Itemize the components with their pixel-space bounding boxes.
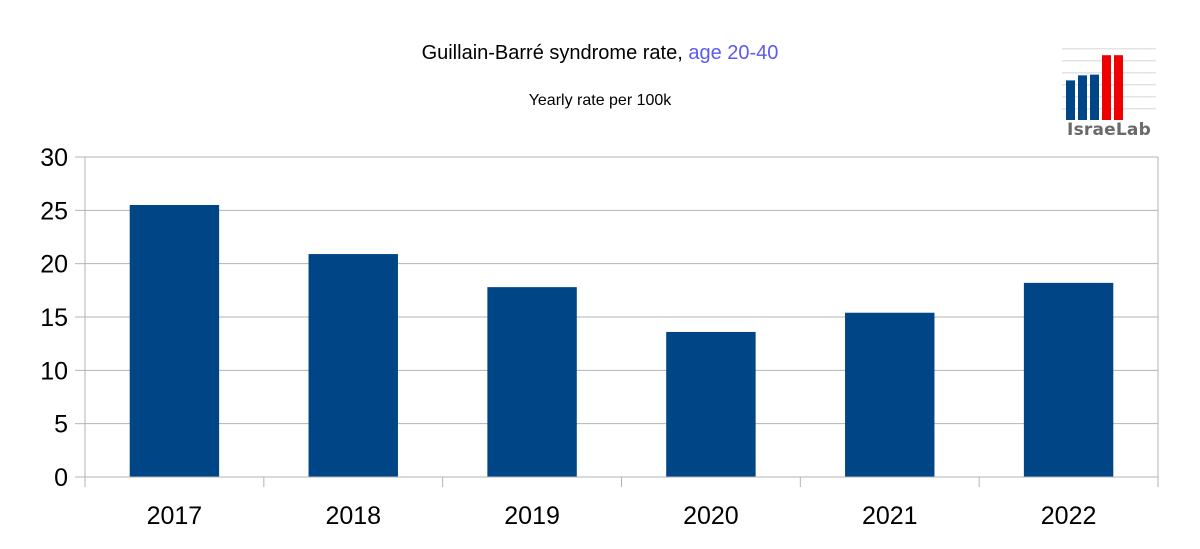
bar-2020 [666, 331, 756, 477]
x-tick-label: 2020 [683, 502, 739, 530]
x-tick-label: 2017 [147, 502, 203, 530]
chart-title-accent: age 20-40 [688, 42, 779, 64]
y-tick-label: 5 [54, 411, 68, 439]
y-tick-label: 20 [40, 251, 68, 279]
logo-text: IsraeLab [1067, 120, 1151, 140]
y-tick-label: 30 [40, 144, 68, 172]
logo-bars-icon [1062, 48, 1156, 121]
chart-subtitle: Yearly rate per 100k [528, 92, 672, 109]
logo-bar [1090, 74, 1099, 120]
logo-bar [1102, 55, 1111, 121]
logo-bar [1066, 80, 1075, 120]
israelab-logo: IsraeLab [1060, 44, 1158, 142]
y-tick-label: 10 [40, 357, 68, 385]
bar-2017 [129, 205, 220, 477]
logo-bar [1114, 55, 1123, 121]
chart-title: Guillain-Barré syndrome rate, age 20-40 [0, 42, 1200, 65]
logo-stripe [1062, 48, 1156, 50]
y-tick-label: 25 [40, 197, 68, 225]
y-tick-label: 15 [40, 304, 68, 332]
bar-2018 [308, 254, 398, 477]
bar-2022 [1023, 282, 1114, 477]
y-tick-label: 0 [54, 464, 68, 492]
logo-bar [1078, 75, 1087, 120]
x-tick-label: 2019 [504, 502, 560, 530]
x-tick-label: 2021 [862, 502, 918, 530]
bar-2019 [487, 287, 577, 477]
chart-title-main: Guillain-Barré syndrome rate, [421, 42, 683, 64]
bar-2021 [845, 312, 935, 477]
x-tick-label: 2022 [1041, 502, 1097, 530]
x-tick-label: 2018 [325, 502, 381, 530]
